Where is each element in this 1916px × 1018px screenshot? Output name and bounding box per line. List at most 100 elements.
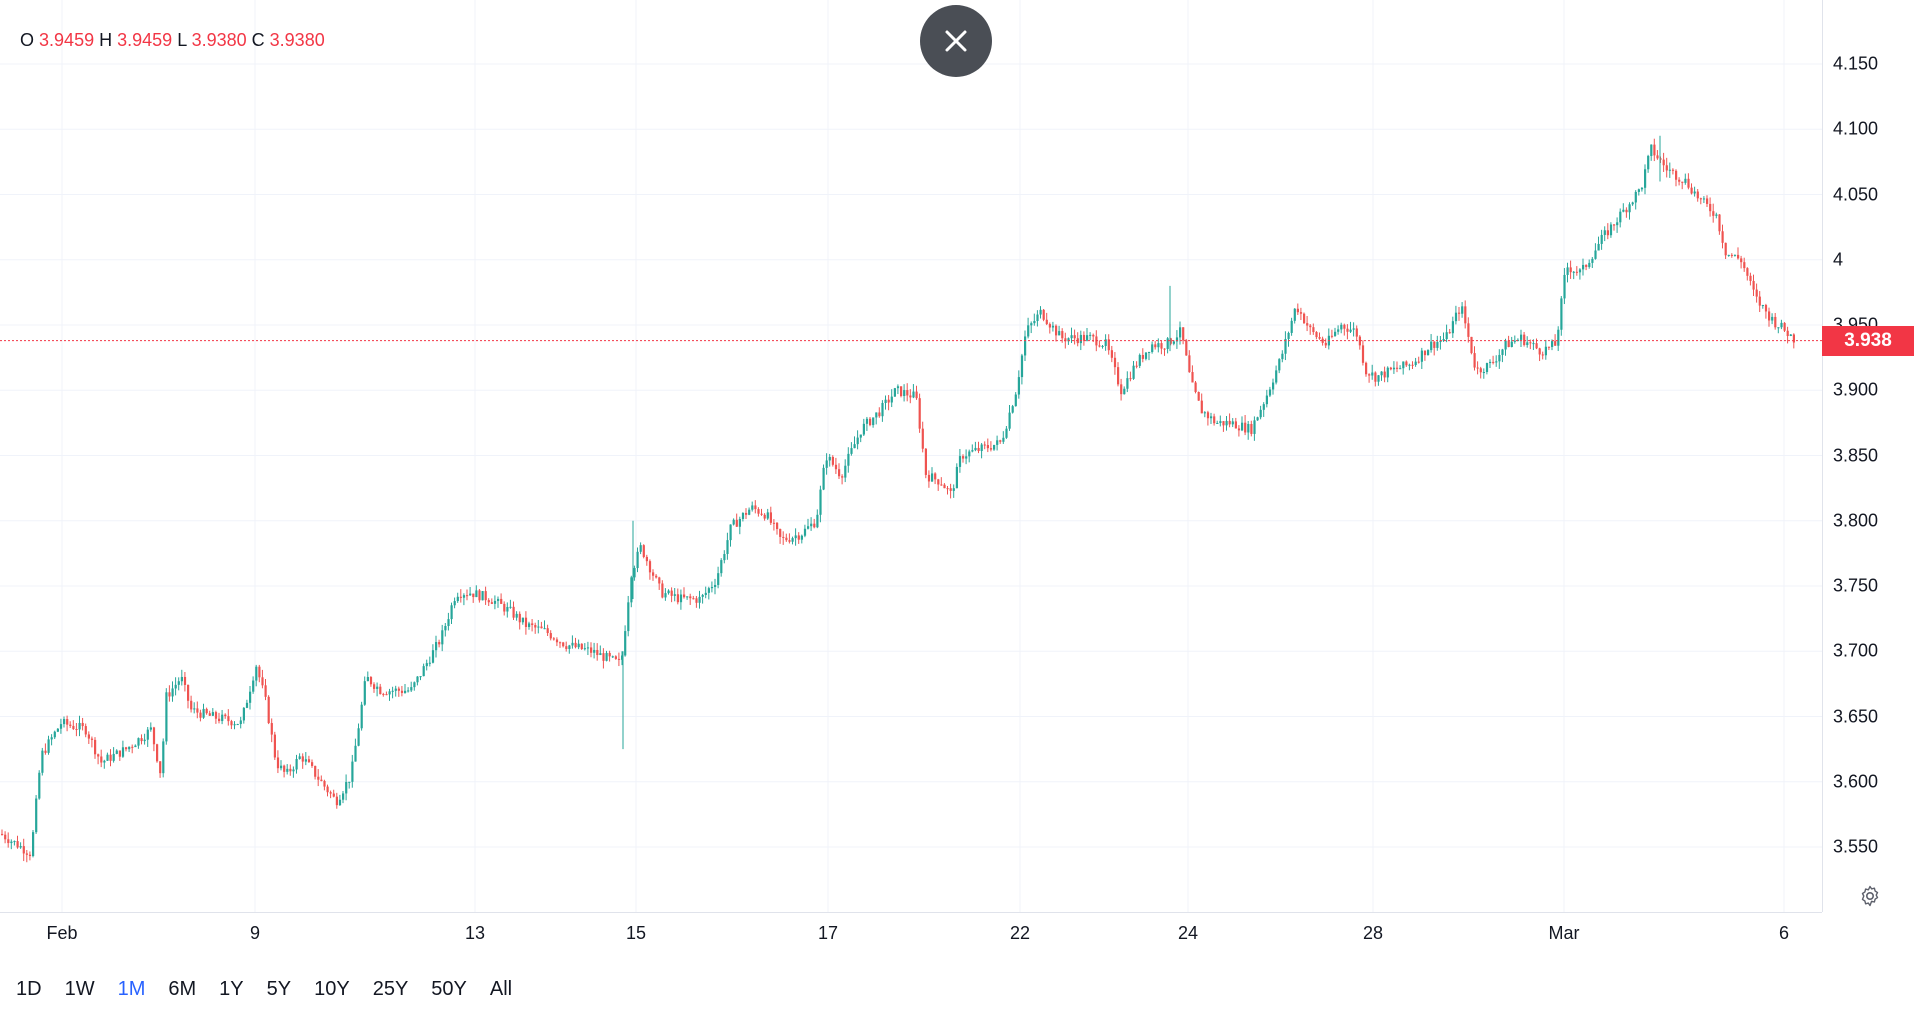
candle-up: [599, 653, 602, 656]
candlestick-chart[interactable]: [0, 0, 1822, 912]
candle-down: [549, 633, 552, 639]
candle-up: [1572, 271, 1575, 273]
candle-up: [376, 686, 379, 689]
candle-up: [1089, 334, 1092, 336]
candle-down: [1315, 332, 1318, 338]
y-tick-label: 4.100: [1833, 118, 1879, 139]
range-button-6m[interactable]: 6M: [168, 978, 197, 1000]
candle-down: [261, 677, 264, 686]
candle-down: [1464, 306, 1467, 324]
candle-up: [1334, 331, 1337, 336]
candle-down: [1730, 254, 1733, 256]
candle-down: [311, 762, 314, 766]
range-button-all[interactable]: All: [489, 978, 513, 1000]
candle-up: [13, 841, 16, 843]
range-button-1d[interactable]: 1D: [16, 978, 42, 1000]
range-button-1m[interactable]: 1M: [117, 978, 146, 1000]
candle-down: [655, 575, 658, 578]
candle-up: [431, 650, 435, 663]
range-button-25y[interactable]: 25Y: [372, 978, 409, 1000]
candle-down: [645, 556, 648, 562]
candle-down: [946, 488, 949, 490]
price-axis[interactable]: 3.550 3.600 3.650 3.700 3.750 3.800 3.850 3.900…: [1822, 0, 1916, 912]
candle-down: [379, 686, 382, 694]
candle-down: [75, 728, 78, 730]
candle-up: [679, 594, 683, 603]
candle-up: [249, 691, 252, 703]
candle-down: [1752, 280, 1755, 290]
candle-down: [869, 418, 872, 426]
candle-down: [785, 537, 788, 541]
candle-up: [360, 704, 363, 729]
candle-down: [689, 596, 692, 599]
y-tick-label: 3.900: [1833, 379, 1879, 400]
settings-button[interactable]: [1858, 884, 1882, 908]
range-button-10y[interactable]: 10Y: [314, 978, 350, 1000]
candle-down: [1507, 340, 1510, 348]
candle-down: [1541, 354, 1544, 356]
candle-up: [422, 666, 425, 677]
candle-down: [915, 391, 918, 399]
candle-down: [1606, 230, 1609, 236]
candle-up: [444, 626, 447, 631]
candle-down: [772, 522, 776, 524]
candle-up: [1526, 342, 1529, 345]
candle-down: [81, 722, 84, 727]
candle-down: [1237, 428, 1241, 431]
candle-up: [704, 592, 707, 595]
candle-up: [1609, 224, 1613, 236]
candle-down: [782, 536, 785, 538]
candle-up: [1166, 338, 1169, 349]
candle-up: [865, 418, 869, 424]
range-button-1w[interactable]: 1W: [64, 978, 95, 1000]
candle-up: [103, 760, 106, 763]
candle-down: [1228, 420, 1231, 425]
candle-up: [1002, 437, 1005, 442]
candle-up: [242, 707, 245, 721]
candle-up: [174, 684, 177, 689]
candle-up: [404, 690, 407, 693]
candle-down: [1389, 367, 1392, 370]
candle-up: [1175, 337, 1179, 342]
candle-down: [190, 700, 193, 710]
candle-up: [1693, 191, 1696, 194]
candle-down: [661, 583, 664, 598]
range-button-5y[interactable]: 5Y: [266, 978, 292, 1000]
candle-up: [1408, 364, 1411, 366]
candle-down: [989, 448, 993, 450]
y-tick-label: 3.850: [1833, 445, 1879, 465]
candle-up: [720, 560, 723, 574]
candle-up: [416, 676, 419, 683]
candle-down: [1234, 421, 1237, 429]
candle-up: [493, 600, 497, 604]
candle-down: [531, 623, 534, 626]
candle-up: [1544, 346, 1547, 356]
candle-down: [187, 684, 190, 701]
candle-up: [1051, 325, 1055, 328]
candle-down: [921, 428, 924, 449]
candle-up: [366, 677, 369, 682]
candle-up: [1560, 298, 1563, 330]
candle-up: [816, 514, 819, 528]
candle-down: [28, 854, 32, 857]
low-value: 3.9380: [191, 30, 247, 50]
candle-down: [580, 643, 583, 650]
candle-up: [844, 465, 847, 478]
candle-down: [788, 540, 791, 542]
candle-up: [723, 554, 726, 561]
candle-down: [478, 590, 481, 601]
candle-down: [183, 676, 187, 685]
range-button-50y[interactable]: 50Y: [431, 978, 467, 1000]
candle-down: [490, 602, 493, 604]
close-button[interactable]: [920, 5, 992, 77]
chart-plot-area[interactable]: [0, 0, 1822, 912]
candle-up: [1551, 341, 1554, 347]
candle-down: [1185, 340, 1188, 356]
candle-down: [1048, 324, 1051, 328]
y-tick-label: 3.600: [1833, 771, 1879, 792]
range-button-1y[interactable]: 1Y: [219, 978, 244, 1000]
close-icon: [945, 30, 967, 52]
time-axis[interactable]: Feb 9 13 15 17 22 24 28 Mar 6: [0, 912, 1822, 953]
candle-down: [1746, 268, 1749, 276]
candle-down: [1721, 231, 1724, 243]
